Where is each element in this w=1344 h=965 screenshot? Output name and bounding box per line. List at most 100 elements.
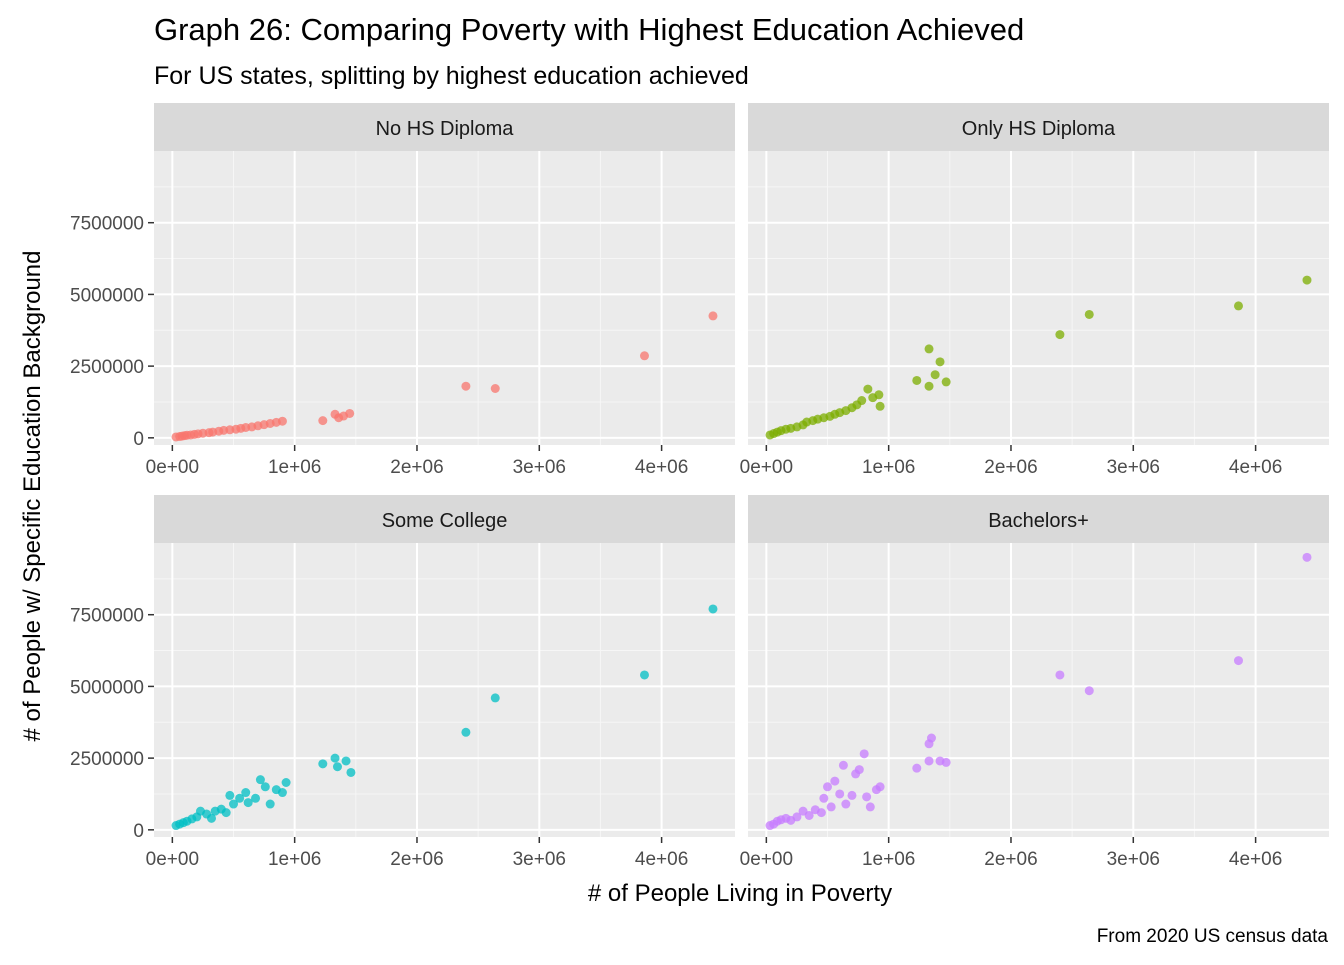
data-point xyxy=(1302,275,1312,285)
data-point xyxy=(1233,656,1243,666)
data-point xyxy=(265,799,275,809)
data-point xyxy=(826,802,836,812)
chart-title: Graph 26: Comparing Poverty with Highest… xyxy=(154,12,1024,47)
data-point xyxy=(804,810,814,820)
data-point xyxy=(935,357,945,367)
data-point xyxy=(221,808,231,818)
data-point xyxy=(708,604,718,614)
chart-subtitle: For US states, splitting by highest educ… xyxy=(154,62,749,90)
y-tick-label: 5000000 xyxy=(70,285,144,306)
data-point xyxy=(912,375,922,385)
data-point xyxy=(206,813,216,823)
y-tick-label: 7500000 xyxy=(70,214,144,235)
x-tick-label: 0e+00 xyxy=(740,457,793,478)
caption: From 2020 US census data xyxy=(1097,926,1329,947)
data-point xyxy=(941,757,951,767)
x-tick-label: 2e+06 xyxy=(984,457,1037,478)
x-tick-label: 0e+00 xyxy=(740,849,793,870)
data-point xyxy=(318,759,328,769)
facet-strip-label: Only HS Diploma xyxy=(962,118,1116,140)
data-point xyxy=(332,762,342,772)
x-tick-label: 0e+00 xyxy=(146,457,199,478)
data-point xyxy=(841,799,851,809)
data-point xyxy=(461,381,471,391)
data-point xyxy=(875,401,885,411)
x-tick-label: 3e+06 xyxy=(1107,849,1160,870)
y-tick-label: 2500000 xyxy=(70,357,144,378)
data-point xyxy=(1084,686,1094,696)
data-point xyxy=(816,808,826,818)
y-tick-label: 2500000 xyxy=(70,749,144,770)
data-point xyxy=(281,778,291,788)
data-point xyxy=(225,790,235,800)
data-point xyxy=(277,788,287,798)
data-point xyxy=(639,351,649,361)
y-tick-label: 0 xyxy=(133,821,144,842)
data-point xyxy=(819,793,829,803)
facet-strip xyxy=(154,103,735,151)
facet-only-hs-diploma: Only HS Diploma 0e+00 1e+06 2e+06 3e+06 4e+06 xyxy=(740,103,1329,478)
facet-strip xyxy=(748,103,1329,151)
data-point xyxy=(823,782,833,792)
data-point xyxy=(461,727,471,737)
y-tick-label: 0 xyxy=(133,429,144,450)
x-tick-label: 4e+06 xyxy=(1229,457,1282,478)
data-point xyxy=(874,390,884,400)
data-point xyxy=(330,753,340,763)
y-tick-label: 5000000 xyxy=(70,677,144,698)
data-point xyxy=(847,790,857,800)
y-axis-label: # of People w/ Specific Education Backgr… xyxy=(19,251,46,742)
x-tick-label: 1e+06 xyxy=(268,457,321,478)
x-tick-label: 1e+06 xyxy=(268,849,321,870)
x-tick-label: 2e+06 xyxy=(390,849,443,870)
data-point xyxy=(318,416,328,426)
facet-strip xyxy=(154,495,735,543)
facet-strip-label: Some College xyxy=(382,510,508,532)
data-point xyxy=(912,763,922,773)
facet-some-college: Some College 0e+00 1e+06 2e+06 3e+06 4e+06 0 25… xyxy=(70,495,735,870)
data-point xyxy=(260,782,270,792)
data-point xyxy=(241,788,251,798)
data-point xyxy=(865,802,875,812)
data-point xyxy=(1055,670,1065,680)
x-tick-label: 1e+06 xyxy=(862,457,915,478)
x-tick-label: 0e+00 xyxy=(146,849,199,870)
data-point xyxy=(930,370,940,380)
data-point xyxy=(341,756,351,766)
data-point xyxy=(1055,330,1065,340)
x-tick-label: 4e+06 xyxy=(1229,849,1282,870)
data-point xyxy=(863,384,873,394)
panel-background xyxy=(748,151,1329,445)
x-tick-label: 4e+06 xyxy=(635,849,688,870)
facet-no-hs-diploma: No HS Diploma 0e+00 1e+06 2e+06 3e+06 4e+06 0 2… xyxy=(70,103,735,478)
facet-strip xyxy=(748,495,1329,543)
y-tick-label: 7500000 xyxy=(70,606,144,627)
data-point xyxy=(490,383,500,393)
data-point xyxy=(1302,552,1312,562)
data-point xyxy=(835,789,845,799)
facet-bachelors: Bachelors+ 0e+00 1e+06 2e+06 3e+06 4e+06 xyxy=(740,495,1329,870)
x-tick-label: 1e+06 xyxy=(862,849,915,870)
data-point xyxy=(854,765,864,775)
data-point xyxy=(838,760,848,770)
x-tick-label: 3e+06 xyxy=(513,457,566,478)
data-point xyxy=(639,670,649,680)
data-point xyxy=(830,776,840,786)
data-point xyxy=(926,733,936,743)
data-point xyxy=(243,798,253,808)
data-point xyxy=(346,767,356,777)
data-point xyxy=(255,775,265,785)
data-point xyxy=(924,344,934,354)
data-point xyxy=(857,396,867,406)
x-tick-label: 2e+06 xyxy=(390,457,443,478)
data-point xyxy=(792,812,802,822)
data-point xyxy=(345,408,355,418)
data-point xyxy=(859,749,869,759)
data-point xyxy=(277,416,287,426)
data-point xyxy=(924,381,934,391)
data-point xyxy=(924,756,934,766)
data-point xyxy=(235,793,245,803)
data-point xyxy=(708,311,718,321)
x-axis-label: # of People Living in Poverty xyxy=(588,880,892,907)
